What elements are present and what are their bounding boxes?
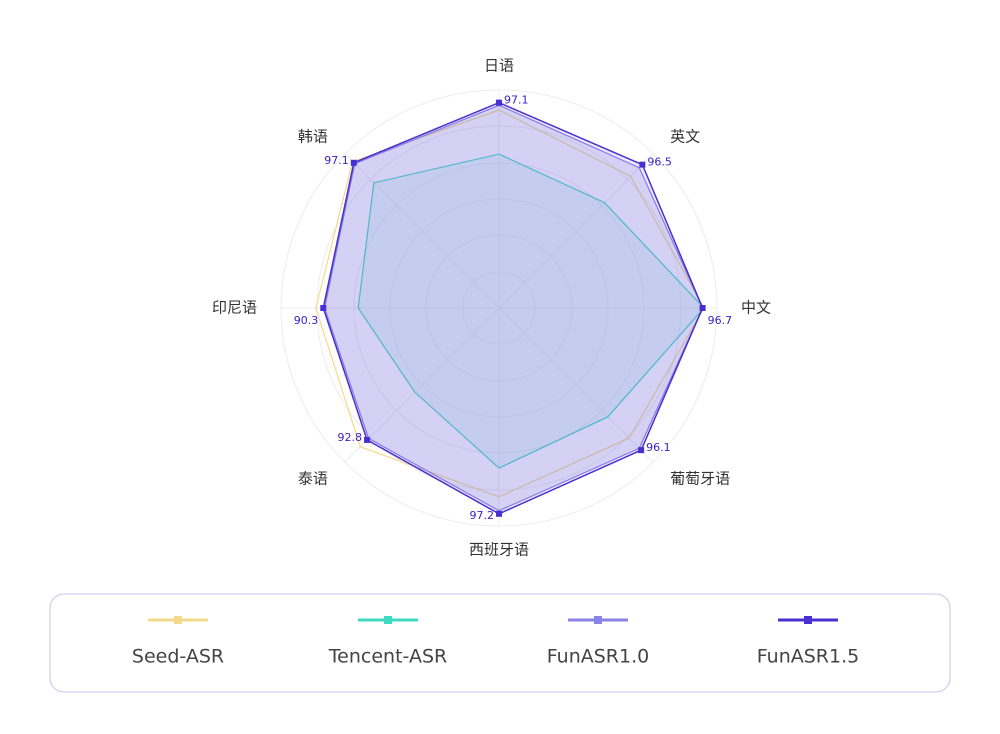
category-label: 日语 — [484, 57, 514, 75]
category-label: 中文 — [741, 299, 771, 317]
legend-label: FunASR1.5 — [757, 646, 859, 668]
spoke — [344, 307, 500, 463]
category-label: 西班牙语 — [469, 541, 529, 559]
point — [496, 99, 502, 106]
legend-box — [49, 593, 951, 693]
legend-marker — [594, 616, 602, 624]
series-area — [315, 109, 705, 498]
legend-marker — [384, 616, 392, 624]
legend-marker — [804, 616, 812, 624]
category-label: 泰语 — [298, 470, 328, 488]
category-label: 英文 — [670, 127, 700, 145]
spoke — [498, 153, 654, 309]
value-label: 96.1 — [646, 441, 671, 454]
point — [699, 305, 706, 311]
value-label: 96.5 — [647, 156, 672, 169]
point — [496, 510, 502, 517]
spoke — [344, 153, 500, 309]
spoke — [498, 307, 654, 463]
legend-marker — [174, 616, 182, 624]
value-label: 92.8 — [338, 431, 363, 444]
legend-label: FunASR1.0 — [547, 646, 649, 668]
point — [638, 447, 645, 454]
value-label: 97.1 — [324, 154, 349, 167]
series-area — [323, 104, 704, 512]
value-label: 97.1 — [504, 94, 529, 107]
point — [320, 305, 327, 311]
legend-label: Seed-ASR — [132, 646, 224, 668]
point — [364, 436, 371, 443]
category-label: 葡萄牙语 — [670, 470, 730, 488]
point — [639, 161, 646, 168]
value-label: 90.3 — [294, 314, 319, 327]
point — [350, 159, 357, 166]
category-label: 韩语 — [298, 127, 328, 145]
value-label: 96.7 — [708, 314, 733, 327]
category-label: 印尼语 — [212, 299, 257, 317]
series-area — [357, 153, 705, 469]
legend-label: Tencent-ASR — [328, 646, 447, 668]
value-label: 97.2 — [470, 509, 495, 522]
